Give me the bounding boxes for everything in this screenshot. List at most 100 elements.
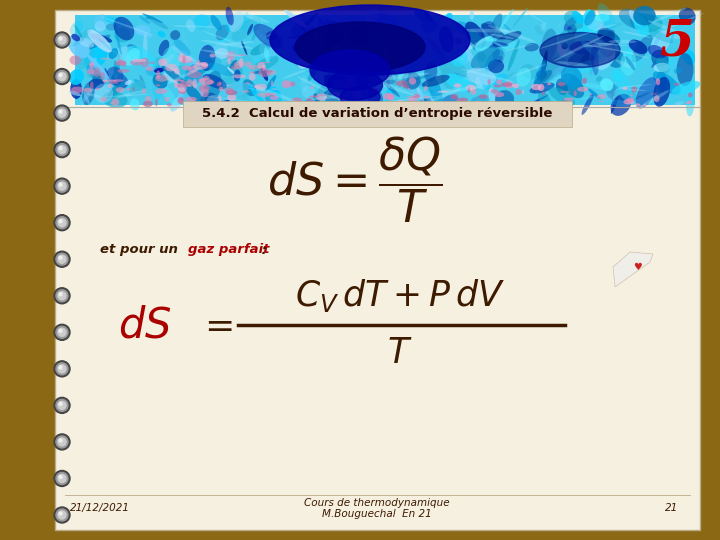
Ellipse shape bbox=[462, 43, 473, 59]
Ellipse shape bbox=[86, 64, 102, 79]
Ellipse shape bbox=[492, 50, 505, 62]
Ellipse shape bbox=[333, 54, 351, 64]
Ellipse shape bbox=[315, 48, 322, 60]
Ellipse shape bbox=[622, 86, 628, 90]
Ellipse shape bbox=[575, 60, 601, 73]
Ellipse shape bbox=[282, 69, 309, 79]
Ellipse shape bbox=[323, 66, 335, 73]
Ellipse shape bbox=[495, 92, 504, 97]
Ellipse shape bbox=[469, 88, 475, 91]
Ellipse shape bbox=[313, 93, 320, 108]
Ellipse shape bbox=[172, 25, 217, 28]
Ellipse shape bbox=[110, 102, 113, 104]
Ellipse shape bbox=[620, 96, 640, 104]
Ellipse shape bbox=[404, 56, 423, 69]
Ellipse shape bbox=[477, 52, 486, 62]
Ellipse shape bbox=[618, 9, 649, 30]
Ellipse shape bbox=[368, 98, 371, 102]
Ellipse shape bbox=[626, 56, 635, 70]
Ellipse shape bbox=[541, 91, 545, 95]
Circle shape bbox=[54, 434, 70, 450]
Ellipse shape bbox=[631, 35, 652, 63]
Ellipse shape bbox=[261, 67, 268, 81]
Ellipse shape bbox=[512, 8, 528, 28]
Ellipse shape bbox=[199, 45, 215, 71]
Ellipse shape bbox=[127, 45, 157, 69]
Ellipse shape bbox=[253, 24, 283, 49]
Ellipse shape bbox=[521, 64, 538, 79]
Ellipse shape bbox=[107, 84, 113, 88]
Ellipse shape bbox=[481, 23, 505, 40]
Ellipse shape bbox=[323, 19, 338, 28]
Ellipse shape bbox=[600, 31, 610, 42]
Ellipse shape bbox=[652, 8, 687, 23]
Text: 21: 21 bbox=[665, 503, 679, 513]
Ellipse shape bbox=[408, 75, 432, 82]
Ellipse shape bbox=[554, 102, 560, 103]
Ellipse shape bbox=[330, 92, 341, 94]
Ellipse shape bbox=[270, 5, 470, 75]
Ellipse shape bbox=[75, 45, 94, 69]
Ellipse shape bbox=[203, 71, 222, 103]
Ellipse shape bbox=[307, 66, 318, 81]
Circle shape bbox=[56, 472, 68, 484]
Ellipse shape bbox=[73, 28, 91, 46]
Ellipse shape bbox=[379, 38, 384, 55]
Ellipse shape bbox=[207, 63, 237, 77]
Ellipse shape bbox=[516, 89, 521, 95]
Ellipse shape bbox=[232, 17, 261, 41]
Ellipse shape bbox=[428, 49, 455, 67]
Ellipse shape bbox=[199, 49, 243, 57]
Ellipse shape bbox=[445, 73, 473, 92]
Ellipse shape bbox=[141, 89, 146, 94]
Ellipse shape bbox=[264, 17, 315, 37]
Ellipse shape bbox=[171, 46, 197, 63]
Ellipse shape bbox=[544, 85, 549, 90]
Ellipse shape bbox=[424, 62, 437, 82]
Ellipse shape bbox=[229, 12, 244, 32]
Ellipse shape bbox=[145, 16, 154, 19]
Ellipse shape bbox=[466, 85, 476, 91]
Ellipse shape bbox=[179, 60, 184, 62]
Ellipse shape bbox=[265, 75, 276, 92]
Ellipse shape bbox=[227, 94, 237, 100]
Ellipse shape bbox=[200, 92, 219, 112]
Ellipse shape bbox=[112, 98, 120, 106]
Ellipse shape bbox=[186, 19, 195, 32]
Circle shape bbox=[54, 251, 70, 267]
Ellipse shape bbox=[581, 52, 600, 65]
Ellipse shape bbox=[536, 70, 547, 79]
Ellipse shape bbox=[672, 32, 675, 36]
Ellipse shape bbox=[648, 29, 673, 43]
Ellipse shape bbox=[328, 70, 340, 80]
Ellipse shape bbox=[489, 14, 503, 39]
Ellipse shape bbox=[348, 31, 353, 41]
Ellipse shape bbox=[88, 35, 110, 49]
Ellipse shape bbox=[400, 45, 413, 66]
Ellipse shape bbox=[468, 36, 477, 50]
Ellipse shape bbox=[611, 70, 623, 82]
Ellipse shape bbox=[116, 87, 125, 93]
Ellipse shape bbox=[467, 87, 470, 93]
Ellipse shape bbox=[620, 56, 642, 72]
Ellipse shape bbox=[530, 83, 554, 93]
Ellipse shape bbox=[226, 90, 238, 95]
Ellipse shape bbox=[89, 79, 104, 89]
Ellipse shape bbox=[143, 100, 153, 107]
Ellipse shape bbox=[606, 30, 615, 39]
Ellipse shape bbox=[158, 58, 168, 66]
Ellipse shape bbox=[322, 43, 342, 53]
Ellipse shape bbox=[653, 77, 670, 107]
Ellipse shape bbox=[467, 68, 496, 85]
Ellipse shape bbox=[403, 63, 415, 75]
Ellipse shape bbox=[225, 6, 234, 25]
Ellipse shape bbox=[238, 49, 261, 76]
Ellipse shape bbox=[206, 80, 215, 84]
Ellipse shape bbox=[471, 96, 489, 104]
Circle shape bbox=[54, 105, 70, 121]
Ellipse shape bbox=[488, 59, 504, 73]
Ellipse shape bbox=[111, 73, 128, 89]
Ellipse shape bbox=[103, 80, 107, 84]
Circle shape bbox=[56, 326, 68, 338]
Ellipse shape bbox=[194, 59, 212, 77]
